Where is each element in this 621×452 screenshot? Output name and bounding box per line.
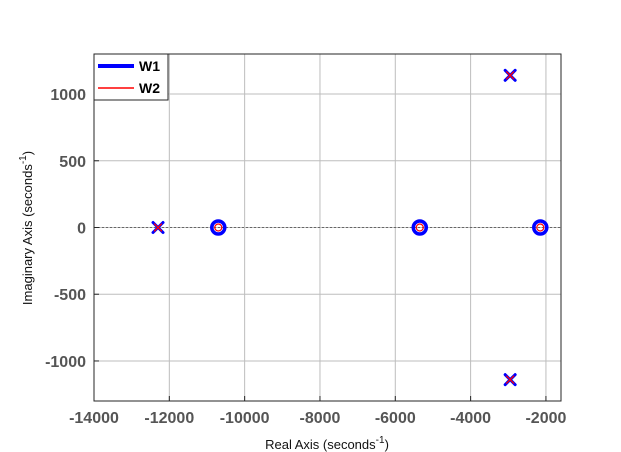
legend-label-w2: W2 xyxy=(139,80,160,96)
zero-marker-w2 xyxy=(214,223,223,232)
pole-marker-w2 xyxy=(153,223,163,232)
y-tick-label: 0 xyxy=(77,221,86,238)
zero-marker-w2 xyxy=(536,223,545,232)
x-tick-label: -2000 xyxy=(525,410,566,427)
y-ticks: -1000 -500 0 500 1000 xyxy=(45,87,99,371)
y-tick-label: 1000 xyxy=(50,87,86,104)
zero-marker-w2 xyxy=(415,223,424,232)
x-axis-label: Real Axis (seconds-1) xyxy=(265,435,389,452)
y-tick-label: -500 xyxy=(54,287,86,304)
plot-frame xyxy=(93,53,562,402)
legend: W1 W2 xyxy=(93,53,169,101)
pole-marker-w2 xyxy=(506,375,515,384)
pole-marker-w2 xyxy=(506,71,515,80)
y-tick-label: -1000 xyxy=(45,354,86,371)
x-tick-label: -4000 xyxy=(450,410,491,427)
y-tick-label: 500 xyxy=(59,154,86,171)
y-axis-label: Imaginary Axis (seconds-1) xyxy=(18,151,35,305)
legend-box xyxy=(93,53,169,101)
zero-marker-w1 xyxy=(532,219,549,236)
x-tick-label: -8000 xyxy=(300,410,341,427)
series-marks xyxy=(151,68,549,387)
x-tick-label: -14000 xyxy=(69,410,119,427)
zero-marker-w1 xyxy=(210,219,227,236)
x-tick-label: -6000 xyxy=(375,410,416,427)
legend-label-w1: W1 xyxy=(139,58,160,74)
x-ticks: -14000 -12000 -10000 -8000 -6000 -4000 -2000 xyxy=(69,396,566,427)
x-tick-label: -10000 xyxy=(220,410,270,427)
x-tick-label: -12000 xyxy=(144,410,194,427)
zero-marker-w1 xyxy=(411,219,429,236)
